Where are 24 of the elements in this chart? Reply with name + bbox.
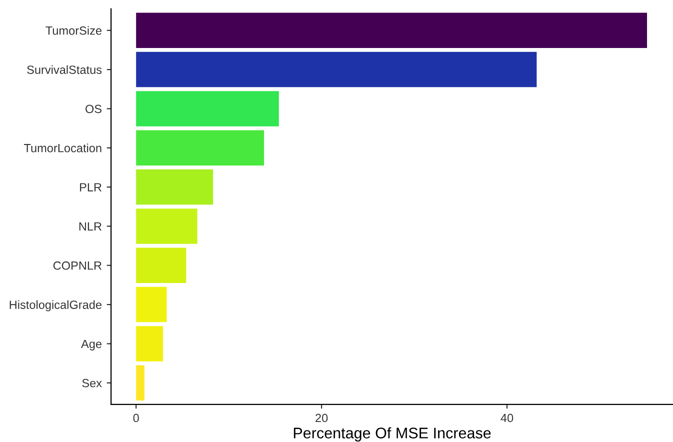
bar — [136, 91, 279, 126]
bar — [136, 365, 144, 401]
x-tick-label: 20 — [316, 414, 328, 422]
x-axis-title: Percentage Of MSE Increase — [294, 427, 491, 442]
y-tick-label: NLR — [79, 222, 102, 230]
bar — [136, 286, 167, 322]
bar — [136, 169, 214, 205]
y-tick-label: Age — [81, 340, 102, 350]
y-tick-label: Sex — [82, 378, 102, 388]
bar — [136, 248, 186, 284]
bar — [136, 12, 648, 48]
y-tick-label: HistologicalGrade — [10, 300, 102, 312]
y-tick-label: TumorSize — [46, 26, 102, 35]
y-tick-label: PLR — [80, 183, 102, 192]
bar — [136, 326, 163, 362]
y-tick-label: SurvivalStatus — [27, 65, 102, 74]
x-tick-label: 0 — [133, 414, 139, 422]
bar — [136, 52, 537, 88]
y-tick-label: OS — [86, 104, 102, 114]
x-tick-label: 40 — [500, 414, 514, 422]
bar — [136, 130, 264, 166]
y-tick-label: TumorLocation — [24, 144, 102, 152]
bar — [136, 208, 198, 244]
y-tick-label: COPNLR — [53, 261, 102, 270]
